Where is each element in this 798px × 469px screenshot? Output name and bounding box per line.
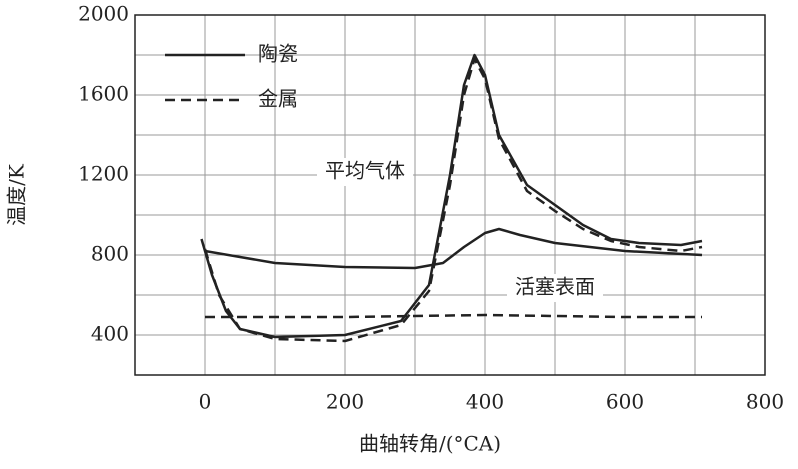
legend-label: 金属 (258, 87, 298, 111)
line-series (200, 53, 703, 339)
y-tick-label: 1200 (78, 162, 129, 186)
y-tick-label: 2000 (78, 2, 129, 26)
annotation-bg (317, 158, 413, 186)
x-tick-label: 400 (466, 390, 504, 414)
x-axis-label: 曲轴转角/(°CA) (359, 432, 501, 456)
x-tick-label: 200 (326, 390, 364, 414)
y-tick-label: 1600 (78, 82, 129, 106)
legend-label: 陶瓷 (258, 42, 298, 66)
annotation-bg (507, 274, 603, 302)
line-series (204, 227, 703, 270)
x-tick-label: 0 (199, 390, 212, 414)
annotation: 平均气体 (325, 159, 405, 183)
y-tick-label: 400 (91, 322, 129, 346)
x-tick-label: 800 (746, 390, 784, 414)
y-axis-label: 温度/K (5, 163, 29, 226)
y-tick-label: 800 (91, 242, 129, 266)
x-tick-label: 600 (606, 390, 644, 414)
line-series (203, 57, 703, 343)
plot-frame (134, 14, 766, 376)
annotation: 活塞表面 (515, 275, 595, 299)
line-series (205, 313, 702, 319)
